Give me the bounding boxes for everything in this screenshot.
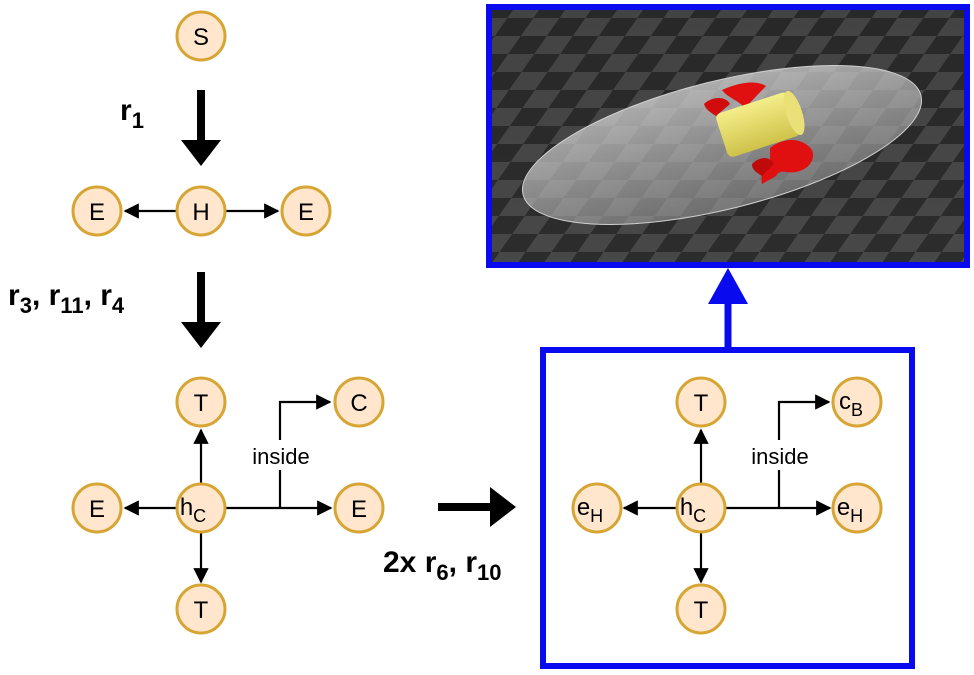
edge-final-inside bbox=[777, 394, 831, 508]
render-cylinder bbox=[716, 90, 805, 157]
node-cb-label: cB bbox=[839, 388, 863, 420]
rule-arrow-2-head bbox=[181, 322, 221, 348]
node-hc-3: hC bbox=[675, 482, 727, 534]
rule-label-2: r3, r11, r4 bbox=[8, 279, 125, 318]
rule-label-3: 2x r6, r10 bbox=[383, 546, 502, 585]
node-start-label: S bbox=[193, 24, 209, 51]
node-e-right-2: E bbox=[333, 482, 385, 534]
node-t-bottom-2-label: T bbox=[194, 597, 209, 624]
node-e-right-1-label: E bbox=[298, 199, 314, 226]
render-frame bbox=[486, 4, 970, 268]
node-t-top-3: T bbox=[675, 376, 727, 428]
node-e-left-1-label: E bbox=[89, 199, 105, 226]
node-h-label: H bbox=[192, 199, 209, 226]
node-start: S bbox=[175, 10, 227, 62]
node-eh-right: eH bbox=[831, 482, 883, 534]
rule-label-1: r1 bbox=[120, 94, 144, 133]
node-t-bottom-3-label: T bbox=[694, 597, 709, 624]
node-t-top-2-label: T bbox=[194, 390, 209, 417]
inside-label-bg-2 bbox=[739, 440, 821, 470]
node-hc-2-label: hC bbox=[180, 494, 206, 526]
node-hc-3-label: hC bbox=[680, 494, 706, 526]
node-e-left-2-label: E bbox=[89, 496, 105, 523]
node-cb: cB bbox=[831, 376, 883, 428]
node-t-top-3-label: T bbox=[694, 390, 709, 417]
node-eh-left: eH bbox=[571, 482, 623, 534]
rule-arrow-3-head bbox=[490, 487, 516, 527]
final-graph-box bbox=[540, 347, 915, 669]
node-t-top-2: T bbox=[175, 376, 227, 428]
render-ellipsoid bbox=[521, 65, 923, 225]
render-red-part-bottom bbox=[761, 139, 814, 184]
node-eh-right-label: eH bbox=[837, 494, 863, 526]
node-h: H bbox=[175, 185, 227, 237]
inside-label-2: inside bbox=[751, 444, 808, 469]
render-red-part-top bbox=[722, 82, 766, 108]
render-red-part-bottom-2 bbox=[752, 158, 774, 176]
node-c: C bbox=[333, 376, 385, 428]
render-view bbox=[486, 4, 970, 268]
node-hc-2: hC bbox=[175, 482, 227, 534]
rule-arrow-1-head bbox=[181, 140, 221, 166]
node-t-bottom-3: T bbox=[675, 583, 727, 635]
inside-label-bg-1 bbox=[240, 440, 322, 470]
render-arrow-head bbox=[708, 268, 748, 304]
node-e-left-1: E bbox=[71, 185, 123, 237]
node-e-right-1: E bbox=[280, 185, 332, 237]
node-e-left-2: E bbox=[71, 482, 123, 534]
node-c-label: C bbox=[350, 390, 367, 417]
node-t-bottom-2: T bbox=[175, 583, 227, 635]
edge-inside-c bbox=[278, 394, 332, 508]
inside-label-1: inside bbox=[252, 444, 309, 469]
node-e-right-2-label: E bbox=[351, 496, 367, 523]
node-eh-left-label: eH bbox=[577, 494, 603, 526]
render-red-part-top-2 bbox=[704, 98, 730, 116]
